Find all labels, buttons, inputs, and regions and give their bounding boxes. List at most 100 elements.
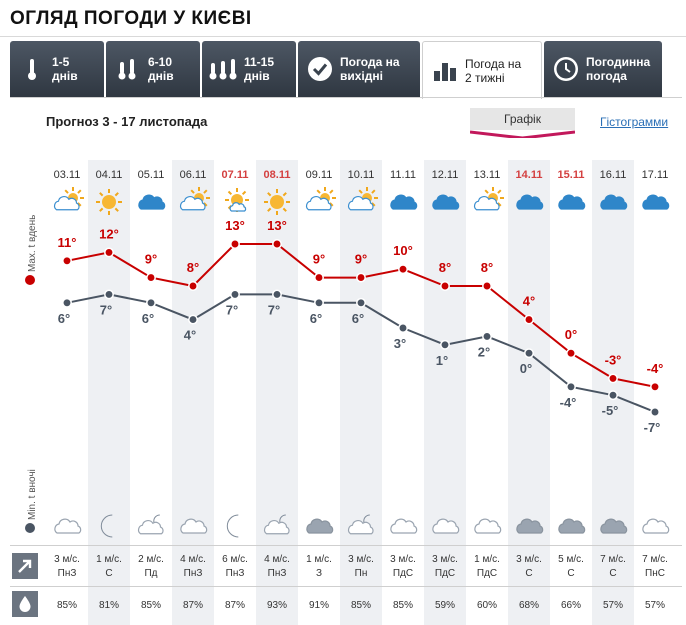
tab-line2: 2 тижні <box>465 70 505 85</box>
min-temp-label: 6° <box>352 311 364 326</box>
thermometer-1-icon <box>16 53 48 85</box>
date-label: 14.11 <box>516 169 543 181</box>
humidity-value: 57% <box>645 600 665 611</box>
wind-direction: С <box>525 568 532 579</box>
wind-direction: С <box>609 568 616 579</box>
cloud-icon <box>390 194 418 210</box>
max-temp-label: 4° <box>523 294 535 309</box>
tab-6-10-days[interactable]: 6-10 днів <box>106 41 200 97</box>
min-temp-point <box>314 297 324 308</box>
max-temp-label: 8° <box>187 260 199 275</box>
cloud-night-icon <box>390 518 418 534</box>
wind-speed: 5 м/с. <box>558 554 584 565</box>
wind-direction: ПдС <box>477 568 497 579</box>
tab-2-weeks[interactable]: Погода на 2 тижні <box>422 41 542 99</box>
humidity-row-divider <box>10 586 682 587</box>
cloud-icon <box>516 194 544 210</box>
page-title: ОГЛЯД ПОГОДИ У КИЄВІ <box>10 8 252 29</box>
min-temp-point <box>272 289 282 300</box>
clock-icon <box>550 53 582 85</box>
wind-direction: ПнЗ <box>226 568 245 579</box>
cloud-icon <box>558 518 586 534</box>
tab-weekend-weather[interactable]: Погода на вихідні <box>298 41 420 97</box>
cloud-night-icon <box>642 518 670 534</box>
max-temp-point <box>650 381 660 392</box>
bar-chart-icon <box>429 55 461 87</box>
date-label: 03.11 <box>54 169 81 181</box>
humidity-value: 60% <box>477 600 497 611</box>
day-column-shade <box>172 160 214 625</box>
date-label: 05.11 <box>138 169 165 181</box>
wind-speed: 7 м/с. <box>642 554 668 565</box>
min-temp-point <box>104 289 114 300</box>
thermometer-2-icon <box>112 53 144 85</box>
cloud-icon <box>600 194 628 210</box>
max-temp-label: 13° <box>267 218 287 233</box>
check-circle-icon <box>304 53 336 85</box>
tab-line2: днів <box>244 69 270 83</box>
cloud-moon-icon <box>137 514 164 535</box>
day-column-shade <box>424 160 466 625</box>
humidity-value: 85% <box>351 600 371 611</box>
min-temp-point <box>608 390 618 401</box>
max-temp-point <box>146 272 156 283</box>
cloud-icon <box>306 518 334 534</box>
min-temp-point <box>230 289 240 300</box>
cloud-moon-icon <box>347 514 374 535</box>
date-label: 08.11 <box>264 169 291 181</box>
cloud-sun-icon <box>179 187 210 211</box>
min-temp-label: 2° <box>478 344 490 359</box>
max-temp-label: 8° <box>481 260 493 275</box>
min-temp-axis-label: Min. t вночі <box>27 469 38 520</box>
humidity-value: 66% <box>561 600 581 611</box>
min-temp-point <box>440 339 450 350</box>
histogram-mode-link[interactable]: Гістограмми <box>600 115 669 129</box>
wind-direction: С <box>567 568 574 579</box>
humidity-value: 87% <box>225 600 245 611</box>
day-column-shade <box>592 160 634 625</box>
wind-speed: 3 м/с. <box>348 554 374 565</box>
tab-1-5-days[interactable]: 1-5 днів <box>10 41 104 97</box>
wind-speed: 3 м/с. <box>432 554 458 565</box>
max-temp-point <box>356 272 366 283</box>
max-temp-point <box>566 348 576 359</box>
cloud-icon <box>642 194 670 210</box>
date-label: 09.11 <box>306 169 333 181</box>
min-temp-label: 7° <box>226 302 238 317</box>
min-temp-label: 4° <box>184 328 196 343</box>
wind-direction: Пд <box>144 568 157 579</box>
max-temp-point <box>440 281 450 291</box>
graph-mode-button[interactable]: Графік <box>470 108 575 138</box>
min-temp-label: 7° <box>100 302 112 317</box>
max-temp-point <box>482 281 492 291</box>
cloud-sun-icon <box>53 187 84 211</box>
wind-direction: ПдС <box>393 568 413 579</box>
min-temp-point <box>188 314 198 325</box>
min-temp-label: -5° <box>602 403 619 418</box>
cloud-night-icon <box>54 518 82 534</box>
max-temp-label: 9° <box>355 252 367 267</box>
wind-direction: Пн <box>355 568 368 579</box>
day-column-shade <box>88 160 130 625</box>
thermometer-3-icon <box>208 53 240 85</box>
tab-hourly-weather[interactable]: Погодинна погода <box>544 41 662 97</box>
min-temp-point <box>62 297 72 308</box>
min-temp-label: 3° <box>394 336 406 351</box>
cloud-icon <box>600 518 628 534</box>
cloud-night-icon <box>474 518 502 534</box>
wind-direction: ПнЗ <box>268 568 287 579</box>
tab-line2: днів <box>148 69 174 83</box>
humidity-value: 93% <box>267 600 287 611</box>
min-temp-point <box>146 297 156 308</box>
tab-11-15-days[interactable]: 11-15 днів <box>202 41 296 97</box>
date-label: 12.11 <box>432 169 459 181</box>
max-temp-label: 0° <box>565 327 577 342</box>
forecast-period: Прогноз 3 - 17 листопада <box>46 114 208 129</box>
date-label: 17.11 <box>642 169 669 181</box>
tab-line1: Погодинна <box>586 55 651 69</box>
min-temp-label: -4° <box>560 395 577 410</box>
min-temp-label: 6° <box>142 311 154 326</box>
max-temp-point <box>272 239 282 249</box>
tab-line2: вихідні <box>340 69 383 83</box>
day-column-shade <box>340 160 382 625</box>
